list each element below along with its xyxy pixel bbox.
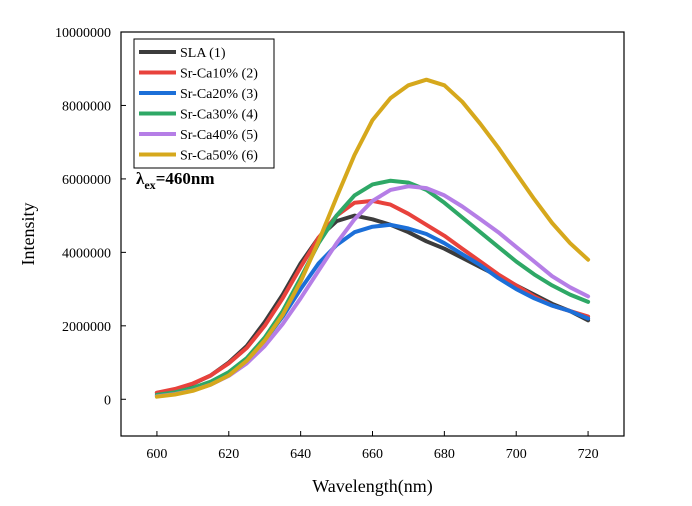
x-tick-label: 640 (290, 447, 311, 462)
x-tick-label: 620 (218, 447, 239, 462)
y-axis: 0 2000000 4000000 6000000 8000000 10000000 (55, 26, 126, 408)
y-axis-title: Intensity (18, 203, 38, 266)
excitation-subscript: ex (144, 178, 155, 192)
legend-label-3: Sr-Ca20% (3) (180, 87, 258, 102)
legend: SLA (1) Sr-Ca10% (2) Sr-Ca20% (3) Sr-Ca30% … (133, 38, 275, 169)
y-tick-label: 8000000 (62, 99, 111, 114)
legend-box (133, 38, 275, 169)
y-tick-label: 2000000 (62, 320, 111, 335)
excitation-annotation: λex=460nm (136, 169, 215, 192)
legend-label-1: SLA (1) (180, 46, 226, 61)
y-tick-label: 0 (104, 393, 111, 408)
series-line-4 (154, 178, 591, 397)
x-axis: 600 620 640 660 680 700 720 (146, 431, 599, 462)
legend-label-5: Sr-Ca40% (5) (180, 128, 258, 143)
y-tick-label: 10000000 (55, 26, 111, 41)
x-tick-label: 660 (362, 447, 383, 462)
excitation-lambda: λ (136, 169, 145, 188)
x-tick-label: 700 (506, 447, 527, 462)
plot-area (154, 77, 591, 399)
legend-label-4: Sr-Ca30% (4) (180, 108, 258, 123)
legend-label-2: Sr-Ca10% (2) (180, 67, 258, 82)
x-axis-title: Wavelength(nm) (312, 476, 433, 497)
y-tick-label: 4000000 (62, 246, 111, 261)
x-tick-label: 720 (578, 447, 599, 462)
x-tick-label: 600 (146, 447, 167, 462)
y-tick-label: 6000000 (62, 173, 111, 188)
series-line-6 (154, 77, 591, 399)
excitation-value: =460nm (156, 169, 215, 188)
legend-label-6: Sr-Ca50% (6) (180, 149, 258, 164)
x-tick-label: 680 (434, 447, 455, 462)
